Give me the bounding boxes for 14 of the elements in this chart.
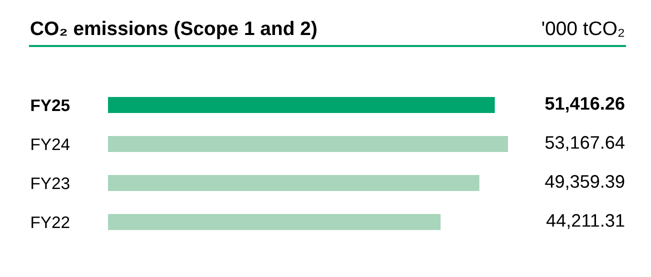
data-label: 51,416.26 (545, 97, 624, 112)
data-label: 53,167.64 (545, 136, 624, 151)
text: '000 tCO₂ (542, 21, 624, 37)
y-tick-label: FY22 (32, 216, 70, 228)
y-tick-label: FY23 (32, 177, 70, 190)
bar (108, 136, 508, 152)
y-tick-label: FY25 (31, 99, 70, 112)
bar (108, 214, 441, 230)
data-label: 44,211.31 (546, 214, 624, 229)
bar (108, 175, 480, 191)
bar (108, 97, 495, 113)
chart-title: CO₂ emissions (Scope 1 and 2) (30, 20, 316, 40)
y-tick-label: FY24 (32, 138, 70, 150)
data-label: 49,359.39 (545, 175, 624, 190)
